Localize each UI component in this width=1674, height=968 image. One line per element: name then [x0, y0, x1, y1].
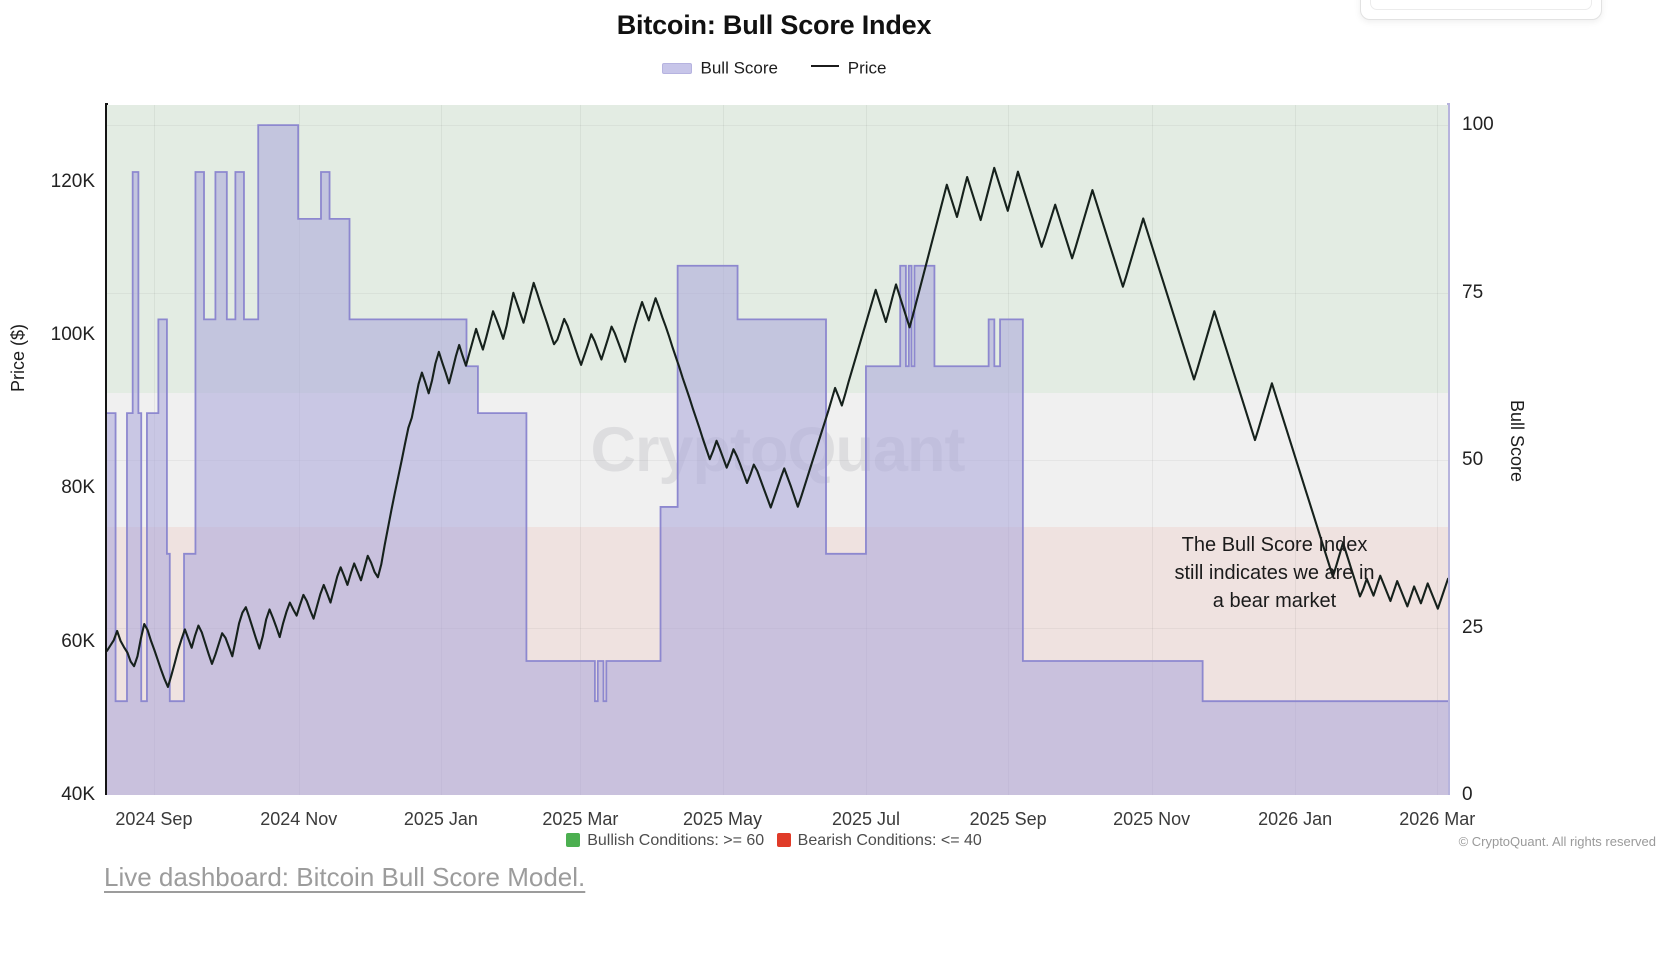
- right-axis-tick: 50: [1462, 449, 1484, 471]
- chart-annotation: The Bull Score Index still indicates we …: [1174, 534, 1375, 612]
- left-axis-tick: 100K: [50, 324, 95, 345]
- x-axis-tick: 2025 Jan: [403, 809, 478, 829]
- condition-label-bullish: Bullish Conditions: >= 60: [587, 832, 765, 849]
- x-axis-tick: 2025 May: [682, 809, 763, 829]
- series-legend: Bull Score Price: [0, 58, 1548, 79]
- price-line: [107, 166, 1448, 688]
- x-axis-tick: 2025 Nov: [1113, 809, 1191, 829]
- page-title: Bitcoin: Bull Score Index: [616, 10, 932, 40]
- bearish-color-swatch-icon: [776, 833, 791, 847]
- bull-score-line: [107, 124, 1448, 703]
- gridline-vertical: [1437, 105, 1439, 795]
- x-axis-tick: 2024 Nov: [260, 809, 338, 829]
- interest-card-value: +31%: [1534, 0, 1570, 3]
- condition-legend-item-bearish: Bearish Conditions: <= 40: [776, 832, 982, 850]
- live-dashboard-link[interactable]: Live dashboard: Bitcoin Bull Score Model…: [104, 862, 586, 892]
- right-axis-tick: 25: [1462, 616, 1484, 638]
- legend-label-price: Price: [847, 58, 887, 78]
- price-swatch-icon: [810, 64, 839, 67]
- gridline-vertical: [1151, 105, 1153, 795]
- left-axis-tick: 60K: [61, 630, 95, 652]
- x-axis-tick: 2026 Jan: [1258, 809, 1333, 829]
- bullish-color-swatch-icon: [566, 833, 581, 847]
- plot-canvas: CryptoQuant: [107, 105, 1448, 795]
- x-axis-ticks: 2024 Sep 2024 Nov 2025 Jan 2025 Mar 2025 May…: [107, 803, 1475, 837]
- interest-card-inner: [1370, 0, 1592, 10]
- condition-legend: Bullish Conditions: >= 60 Bearish Condit…: [0, 832, 1548, 850]
- legend-item-bull-score[interactable]: Bull Score: [661, 58, 778, 79]
- x-axis-tick: 2024 Sep: [115, 809, 193, 829]
- right-axis-line: [1447, 103, 1450, 795]
- right-axis-tick: 100: [1462, 114, 1494, 136]
- x-axis-tick: 2025 Jul: [831, 809, 901, 829]
- interest-card-label: Interest: [1384, 0, 1438, 3]
- plot-area[interactable]: CryptoQuant: [107, 105, 1448, 795]
- chart-svg: [107, 124, 1448, 795]
- copyright-text: © CryptoQuant. All rights reserved: [1458, 834, 1656, 849]
- left-axis-tick: 120K: [50, 170, 95, 192]
- condition-legend-item-bullish: Bullish Conditions: >= 60: [566, 832, 764, 850]
- gridline: [107, 125, 1448, 127]
- left-axis-line: [105, 103, 108, 795]
- right-axis-ticks: 0 25 50 75 100: [1462, 105, 1582, 805]
- x-axis-tick: 2025 Mar: [542, 809, 619, 829]
- legend-item-price[interactable]: Price: [810, 58, 887, 79]
- condition-label-bearish: Bearish Conditions: <= 40: [797, 832, 982, 849]
- gridline-vertical: [580, 105, 582, 795]
- bull-score-area: [107, 125, 1448, 795]
- left-axis-tick: 40K: [61, 784, 95, 805]
- x-axis-tick: 2026 Mar: [1399, 809, 1476, 829]
- right-axis-tick: 0: [1462, 784, 1473, 805]
- right-axis-tick: 75: [1462, 281, 1484, 303]
- x-axis-tick: 2025 Sep: [969, 809, 1047, 829]
- gridline: [107, 292, 1448, 294]
- bull-score-swatch-icon: [661, 63, 692, 75]
- legend-label-bull-score: Bull Score: [700, 58, 778, 78]
- gridline-vertical: [1295, 105, 1297, 795]
- left-axis-tick: 80K: [61, 477, 95, 499]
- left-axis-ticks: 40K 60K 80K 100K 120K: [0, 105, 95, 805]
